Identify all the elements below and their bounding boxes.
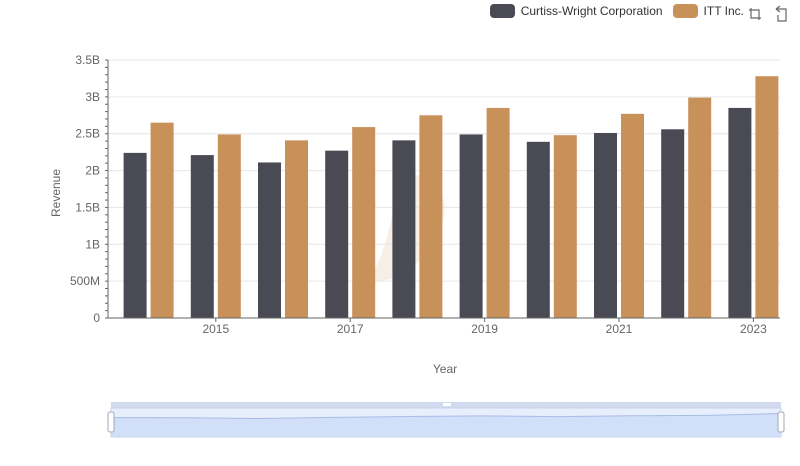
bar-itt-2016[interactable] <box>285 140 308 318</box>
legend-item-itt[interactable]: ITT Inc. <box>672 4 744 18</box>
bar-itt-2023[interactable] <box>755 76 779 319</box>
y-tick-label: 1B <box>85 237 100 251</box>
legend-item-curtiss-wright[interactable]: Curtiss-Wright Corporation <box>489 4 663 18</box>
y-tick-label: 0 <box>93 311 100 325</box>
y-tick-label: 500M <box>70 274 100 288</box>
zoom-slider-preview-area <box>111 413 781 437</box>
bar-itt-2021[interactable] <box>621 113 644 318</box>
y-tick-label: 3B <box>85 90 100 104</box>
legend-swatch-itt <box>672 4 698 18</box>
legend-label-curtiss-wright: Curtiss-Wright Corporation <box>520 4 663 18</box>
bar-itt-2014[interactable] <box>150 122 174 319</box>
legend-label-itt: ITT Inc. <box>703 4 744 18</box>
y-tick-label: 2.5B <box>75 127 100 141</box>
y-tick-label: 2B <box>85 164 100 178</box>
y-tick-label: 1.5B <box>75 200 100 214</box>
x-tick-label: 2021 <box>606 322 633 336</box>
bar-curtiss-wright-2014[interactable] <box>123 152 147 318</box>
bar-itt-2019[interactable] <box>486 107 510 319</box>
x-tick-label: 2019 <box>471 322 498 336</box>
bar-curtiss-wright-2023[interactable] <box>728 107 752 319</box>
y-tick-label: 3.5B <box>75 53 100 67</box>
x-tick-label: 2015 <box>202 322 229 336</box>
bar-itt-2020[interactable] <box>553 135 577 318</box>
bar-curtiss-wright-2017[interactable] <box>325 150 349 318</box>
bar-curtiss-wright-2021[interactable] <box>594 132 617 318</box>
legend: Curtiss-Wright Corporation ITT Inc. <box>489 4 744 18</box>
bar-curtiss-wright-2022[interactable] <box>661 129 685 318</box>
bar-curtiss-wright-2019[interactable] <box>459 134 483 318</box>
zoom-slider-preview-line <box>110 413 782 420</box>
zoom-select-icon[interactable] <box>746 5 764 23</box>
zoom-slider-left-handle[interactable] <box>107 411 115 433</box>
bar-itt-2017[interactable] <box>352 127 376 318</box>
x-tick-label: 2023 <box>740 322 767 336</box>
bar-curtiss-wright-2018[interactable] <box>392 140 416 318</box>
bar-curtiss-wright-2016[interactable] <box>258 162 281 318</box>
zoom-slider-grip[interactable] <box>443 403 451 406</box>
zoom-reset-icon[interactable] <box>772 5 790 23</box>
bar-itt-2022[interactable] <box>688 97 712 318</box>
x-tick-label: 2017 <box>337 322 364 336</box>
zoom-slider-right-handle[interactable] <box>777 411 785 433</box>
bar-curtiss-wright-2015[interactable] <box>190 155 214 318</box>
y-axis-label: Revenue <box>49 168 63 217</box>
toolbox <box>746 5 790 23</box>
x-axis-label: Year <box>432 362 458 376</box>
bar-curtiss-wright-2020[interactable] <box>526 141 550 318</box>
bar-itt-2018[interactable] <box>419 115 443 319</box>
bar-itt-2015[interactable] <box>217 134 241 318</box>
legend-swatch-curtiss-wright <box>489 4 515 18</box>
